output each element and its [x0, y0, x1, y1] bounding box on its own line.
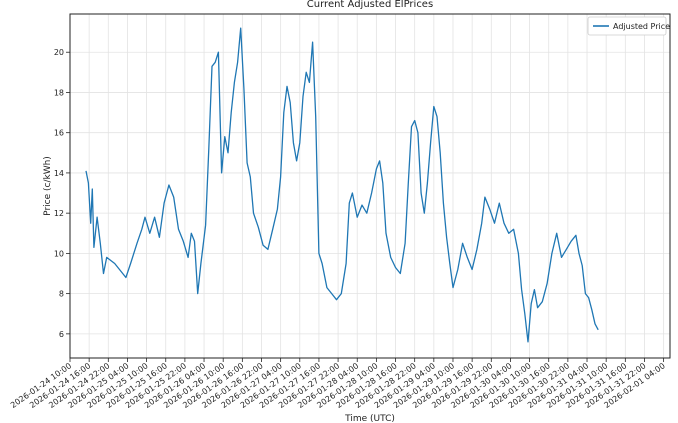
y-tick-label: 16 — [54, 129, 64, 138]
y-axis-label: Price (c/kWh) — [43, 156, 53, 216]
y-tick-label: 14 — [54, 169, 64, 178]
chart-title: Current Adjusted ElPrices — [307, 0, 433, 10]
plot-frame — [69, 13, 671, 359]
y-axis: 6 8 10 12 14 16 18 20 — [54, 48, 70, 339]
legend-box — [587, 16, 667, 36]
legend: Adjusted Price — [587, 16, 670, 36]
y-tick-label: 10 — [54, 249, 64, 258]
series-line-adjusted-price — [85, 27, 599, 343]
series-layer — [85, 27, 599, 343]
legend-label: Adjusted Price — [613, 22, 670, 31]
y-tick-label: 8 — [59, 290, 64, 299]
y-tick-label: 20 — [54, 48, 64, 57]
y-tick-label: 18 — [54, 88, 64, 97]
grid — [69, 14, 670, 358]
y-tick-label: 12 — [54, 209, 64, 218]
y-tick-label: 6 — [59, 330, 64, 339]
x-axis-label: Time (UTC) — [344, 414, 395, 423]
